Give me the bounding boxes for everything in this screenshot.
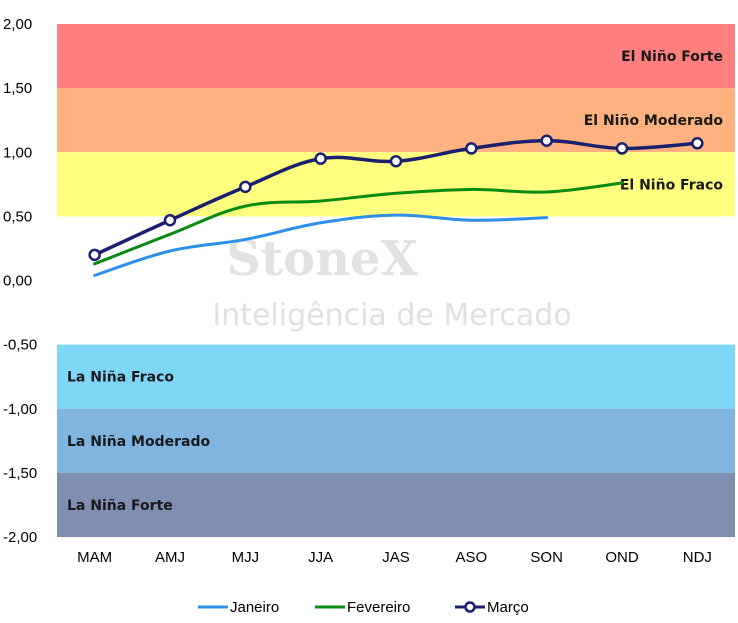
band-label-el-nino-moderado: El Niño Moderado [584,113,724,129]
series-line-janeiro [93,213,549,277]
y-tick-label: -2,00 [3,529,37,546]
legend-label-marco: Março [487,599,529,616]
band-label-el-nino-fraco: El Niño Fraco [620,177,724,193]
y-tick-label: 1,00 [3,144,32,161]
y-tick-label: -1,50 [3,465,37,482]
legend: Janeiro Fevereiro Março [198,599,529,616]
x-tick-label: AMJ [155,549,185,566]
watermark-brand: StoneX [226,231,418,287]
legend-marker-marco [464,601,476,613]
band-label-la-nina-fraco: La Niña Fraco [67,370,174,386]
data-point-marco [389,154,403,168]
x-tick-label: SON [530,549,563,566]
data-point-marco [615,142,629,155]
x-tick-label: NDJ [683,549,712,566]
data-point-marco [691,137,704,150]
band-el-nino-moderado [57,88,735,153]
x-tick-label: JAS [382,549,410,566]
x-tick-label: MJJ [232,549,260,566]
x-tick-label: JJA [308,549,333,566]
band-label-el-nino-forte: El Niño Forte [621,49,723,65]
x-tick-label: OND [605,549,639,566]
y-tick-label: -0,50 [3,337,37,354]
data-point-marco [465,142,478,155]
intensity-bands: El Niño Forte El Niño Moderado El Niño Fra… [57,24,735,537]
y-axis: 2,00 1,50 1,00 0,50 0,00 -0,50 -1,00 -1,50 -2,00 [3,16,37,546]
band-label-la-nina-moderado: La Niña Moderado [67,434,210,450]
y-tick-label: 1,50 [3,80,32,97]
data-point-marco [314,152,327,165]
series-line-fevereiro [93,181,624,266]
band-la-nina-moderado [57,408,735,473]
y-tick-label: 0,50 [3,208,32,225]
y-tick-label: 2,00 [3,16,32,33]
band-la-nina-fraco [57,344,735,409]
watermark: StoneX Inteligência de Mercado [212,231,571,333]
x-tick-label: ASO [455,549,487,566]
band-la-nina-forte [57,472,735,537]
legend-label-fevereiro: Fevereiro [347,599,410,616]
y-tick-label: -1,00 [3,401,37,418]
data-point-marco [88,248,101,262]
legend-label-janeiro: Janeiro [230,599,279,616]
data-point-marco [540,134,553,147]
watermark-tagline: Inteligência de Mercado [212,298,571,333]
band-label-la-nina-forte: La Niña Forte [67,498,173,514]
y-tick-label: 0,00 [3,273,32,290]
data-point-marco [239,180,252,194]
x-tick-label: MAM [77,549,112,566]
data-point-marco [163,213,177,227]
x-axis: MAM AMJ MJJ JJA JAS ASO SON OND NDJ [77,549,712,566]
band-el-nino-forte [57,24,735,89]
series-lines [88,134,704,277]
